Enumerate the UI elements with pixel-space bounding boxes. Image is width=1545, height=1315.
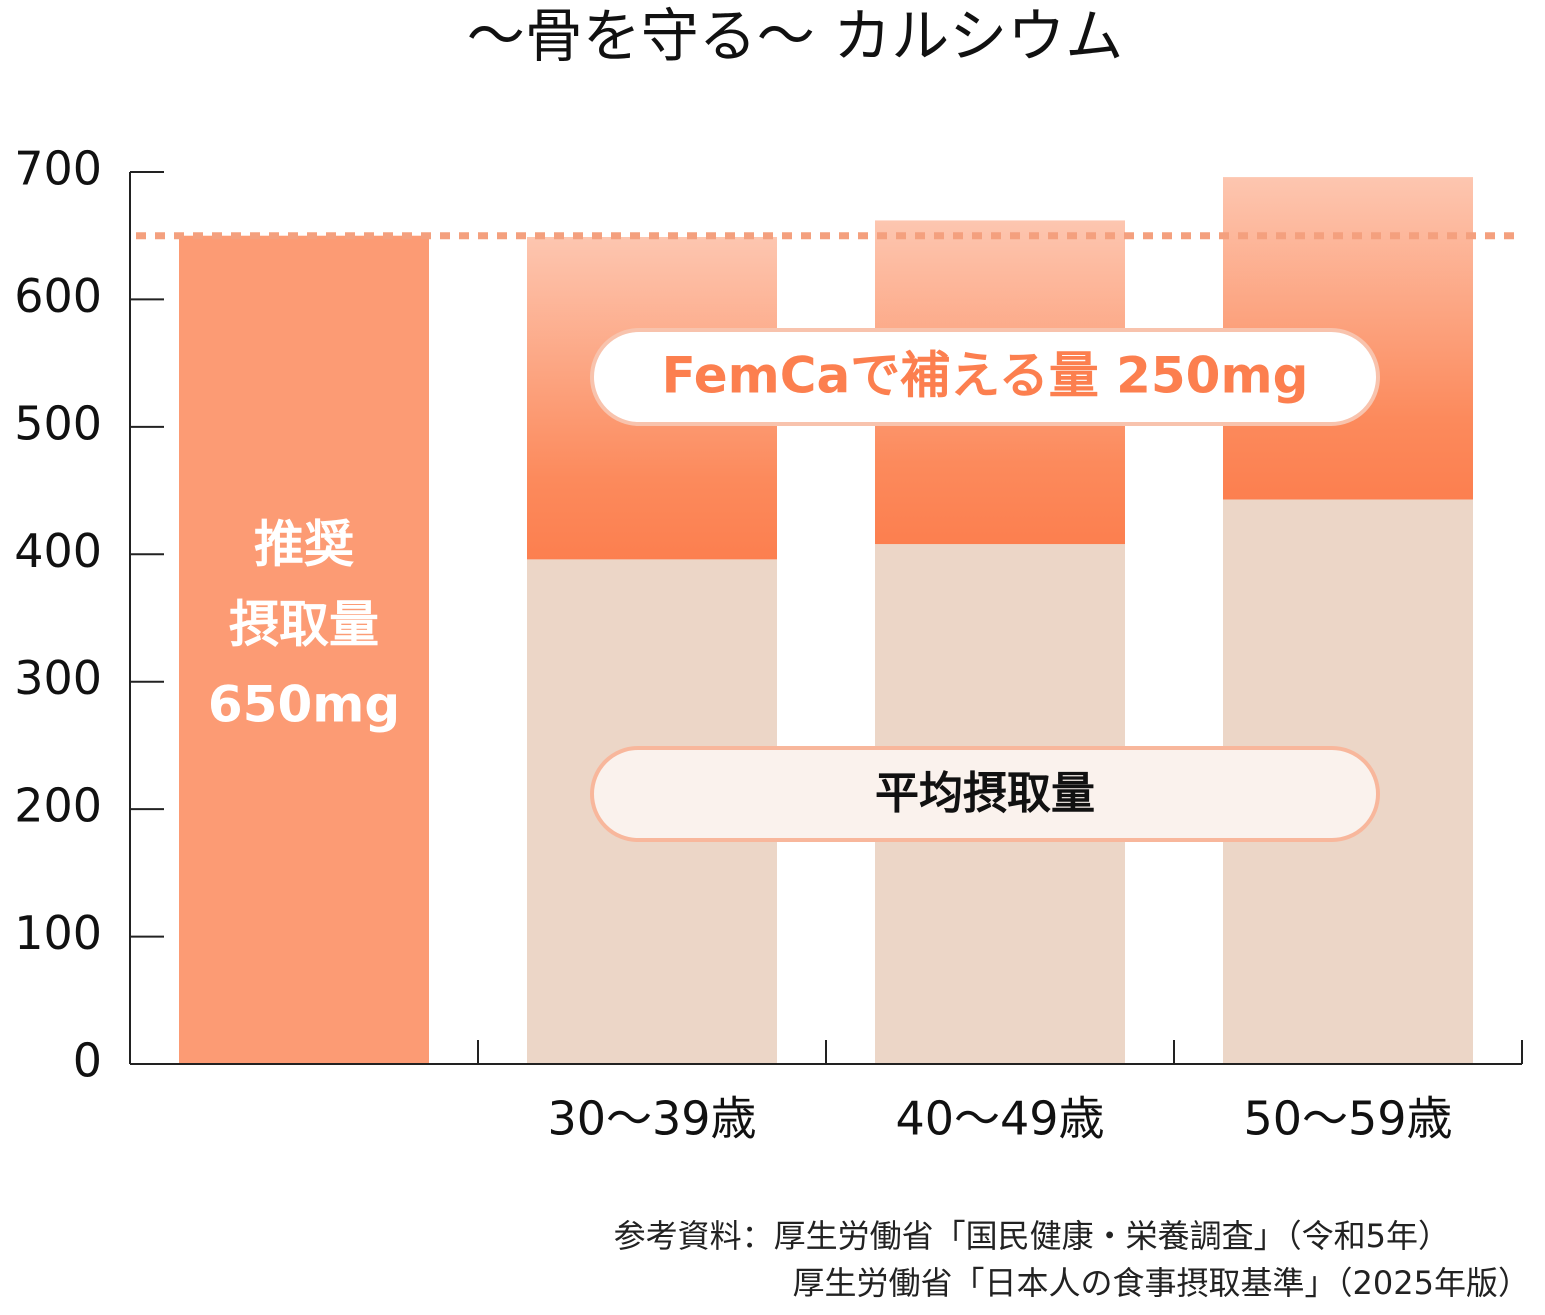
- legend-pill: [590, 328, 1380, 426]
- y-tick-label: 100: [14, 906, 102, 960]
- legend-label: FemCaで補える量 250mg: [662, 347, 1309, 405]
- y-tick-label: 300: [14, 651, 102, 705]
- chart-title: ～骨を守る～ カルシウム: [467, 2, 1123, 70]
- y-tick-label: 400: [14, 524, 102, 578]
- y-tick-label: 200: [14, 779, 102, 833]
- plot-area: 0 100 200 300 400 500 600 700 30～39歳 40～49歳 50～59歳…: [14, 142, 1523, 1146]
- source-note: 厚生労働省「日本人の食事摂取基準」（2025年版）: [793, 1264, 1530, 1302]
- bar-label: 推奨: [254, 516, 354, 574]
- legend-label: 平均摂取量: [875, 768, 1095, 819]
- y-tick-label: 700: [14, 142, 102, 196]
- bar-segment: [179, 235, 429, 1064]
- x-tick-label: 50～59歳: [1243, 1092, 1452, 1146]
- x-tick-label: 40～49歳: [895, 1092, 1104, 1146]
- legend-pill: [590, 746, 1380, 842]
- y-tick-label: 600: [14, 269, 102, 323]
- y-tick-label: 500: [14, 396, 102, 450]
- bar-label: 650mg: [208, 676, 400, 734]
- bar-label: 摂取量: [229, 596, 379, 654]
- y-tick-label: 0: [73, 1034, 102, 1088]
- source-note: 参考資料：厚生労働省「国民健康・栄養調査」（令和5年）: [614, 1217, 1450, 1255]
- x-tick-label: 30～39歳: [547, 1092, 756, 1146]
